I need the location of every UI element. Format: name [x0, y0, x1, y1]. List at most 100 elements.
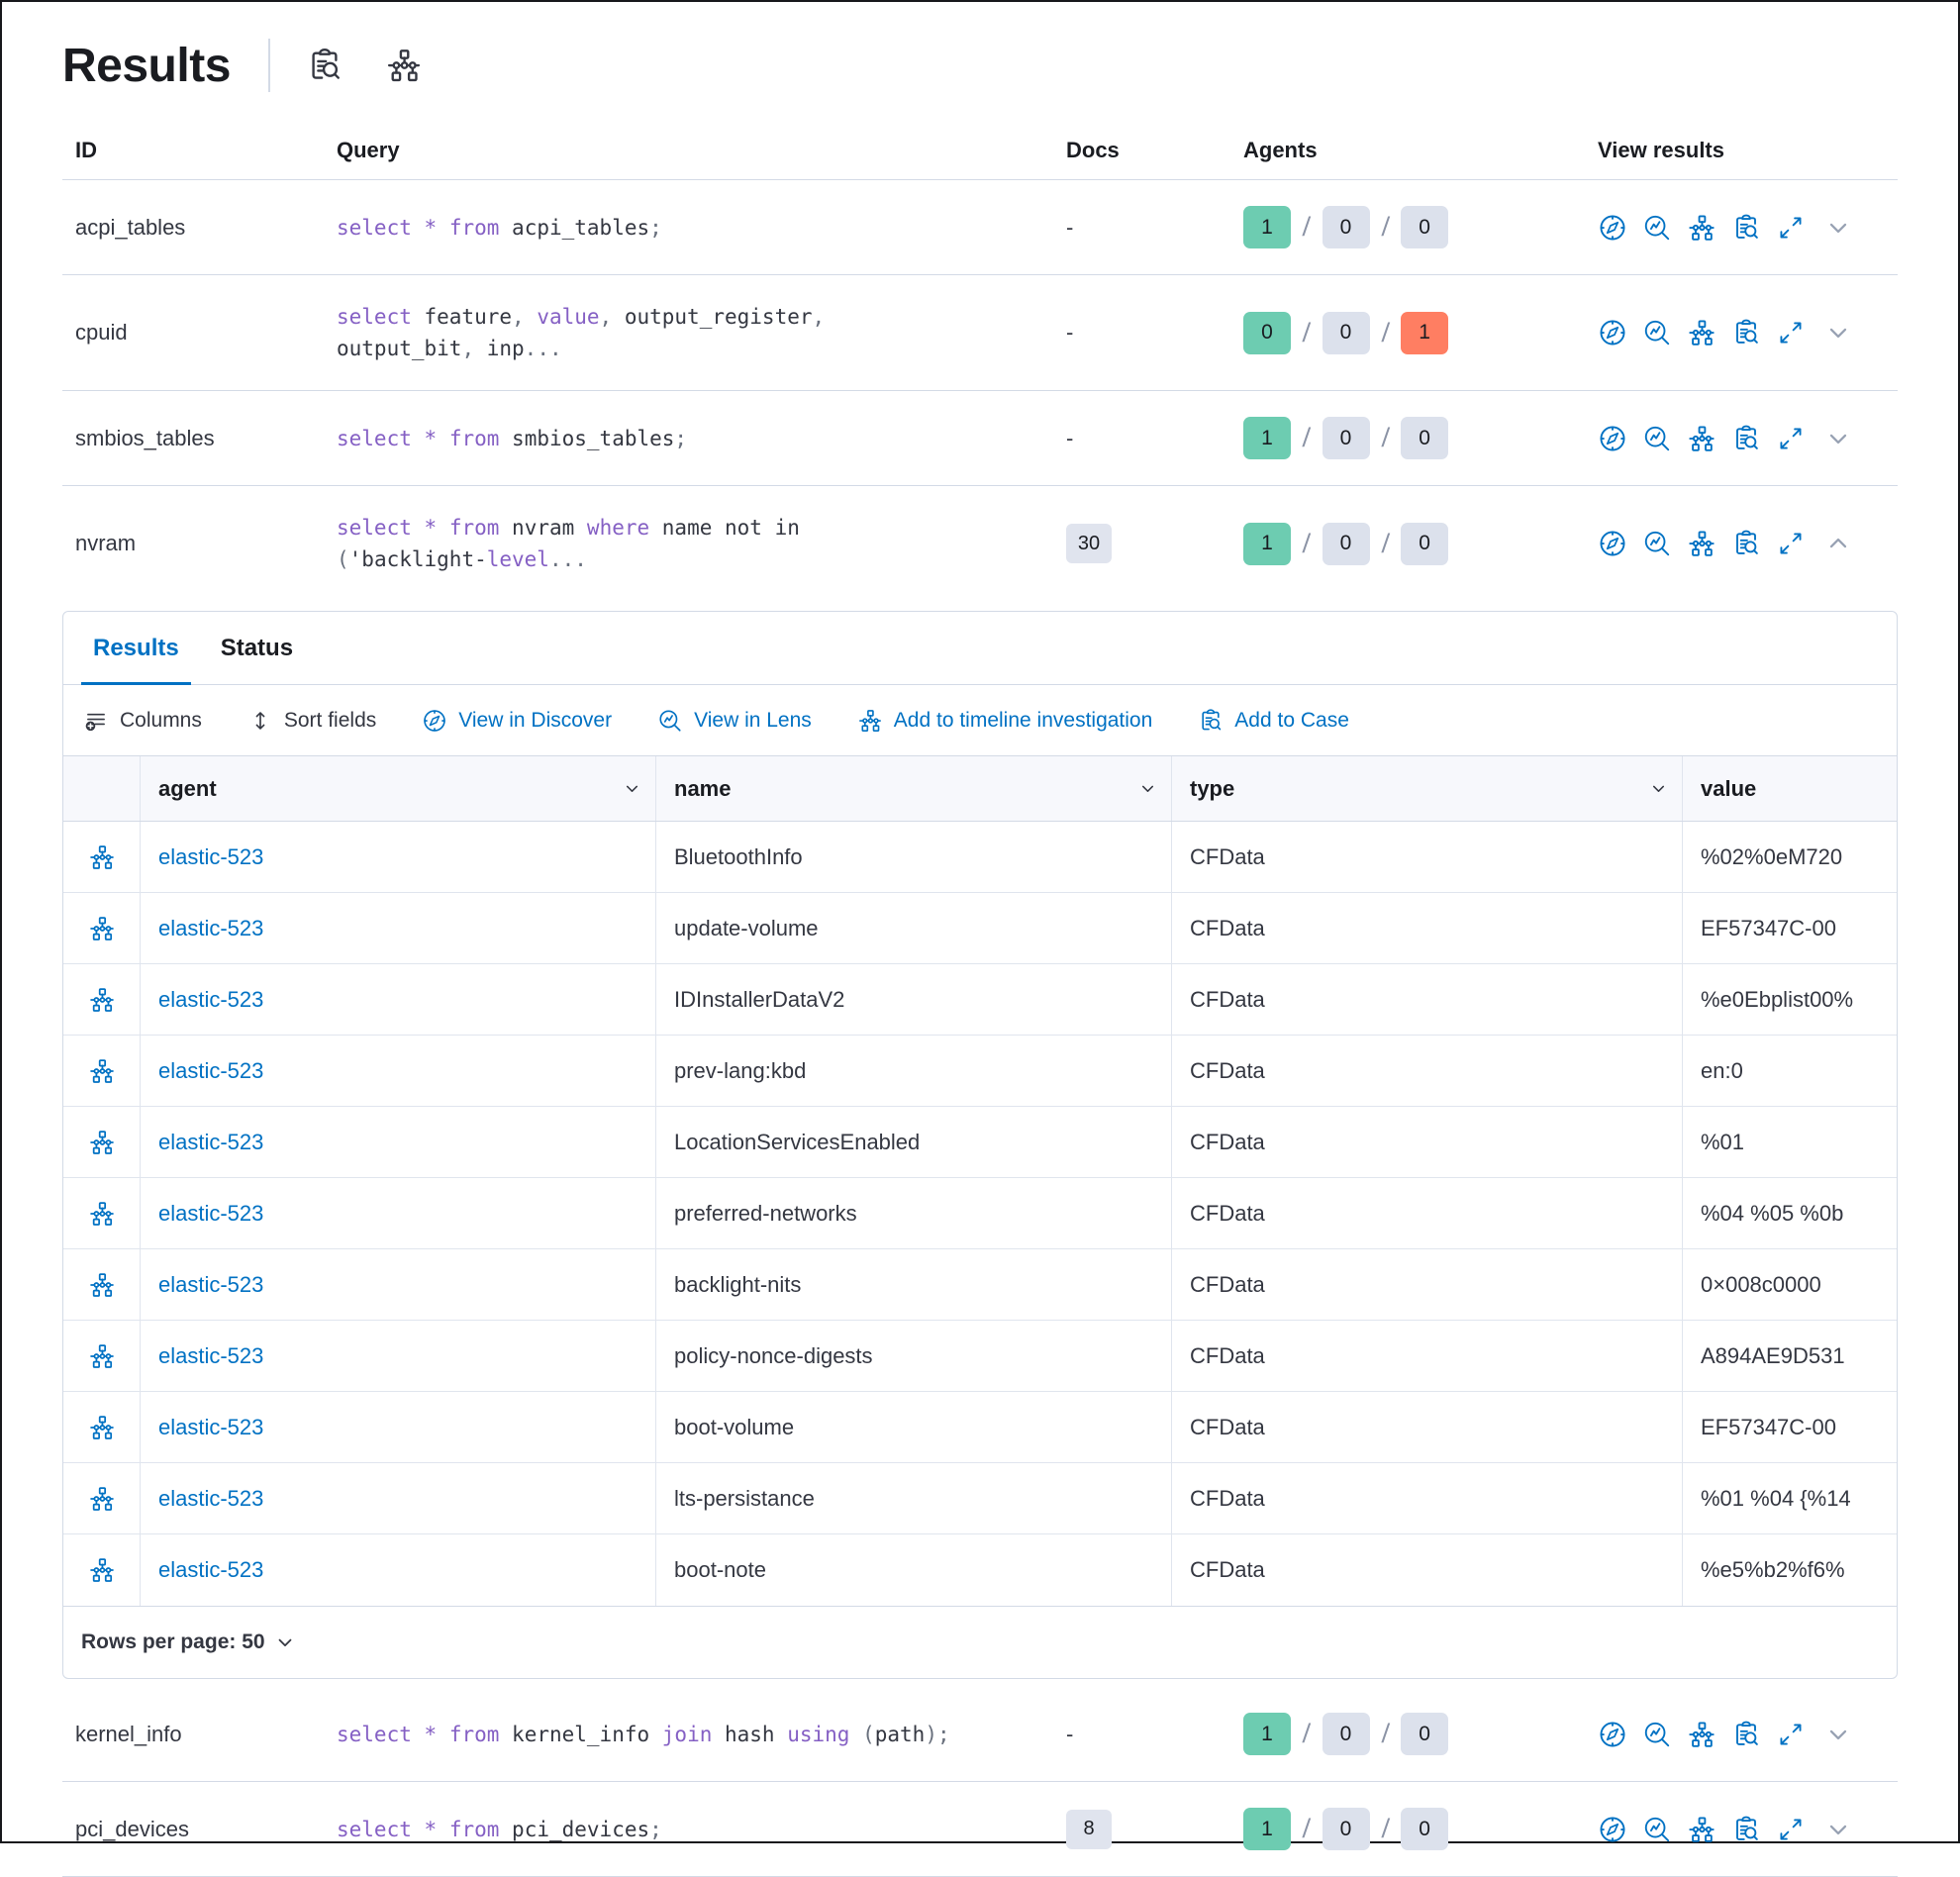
row-icon-cell [63, 1036, 141, 1106]
fullscreen-icon[interactable] [1776, 213, 1806, 243]
columns-button[interactable]: Columns [83, 708, 202, 734]
sql-segment: select [337, 1817, 412, 1841]
chevron-up-icon[interactable] [1824, 530, 1852, 557]
timeline-icon[interactable] [1687, 1815, 1716, 1844]
value-cell: %e0Ebplist00% [1701, 986, 1854, 1012]
lens-icon[interactable] [1642, 318, 1672, 347]
discover-icon[interactable] [1598, 318, 1627, 347]
discover-icon[interactable] [1598, 424, 1627, 453]
type-cell: CFData [1172, 1321, 1683, 1391]
agent-link[interactable]: elastic-523 [158, 1271, 264, 1297]
agent-cell: elastic-523 [141, 1036, 656, 1106]
fullscreen-icon[interactable] [1776, 424, 1806, 453]
query-sql: select * from kernel_info join hash usin… [337, 1719, 1042, 1750]
agent-link[interactable]: elastic-523 [158, 1057, 264, 1083]
case-icon[interactable] [1731, 424, 1761, 453]
agents-failed-badge: 0 [1401, 522, 1449, 565]
timeline-icon[interactable] [1687, 529, 1716, 558]
fullscreen-icon[interactable] [1776, 529, 1806, 558]
queries-rows-top: acpi_tables select * from acpi_tables; -1/… [62, 180, 1898, 601]
case-icon[interactable] [1731, 1720, 1761, 1749]
timeline-icon [88, 915, 116, 942]
row-icon-cell [63, 1463, 141, 1533]
discover-icon[interactable] [1598, 213, 1627, 243]
grid-column-header-name[interactable]: name [656, 756, 1172, 821]
agent-link[interactable]: elastic-523 [158, 1557, 264, 1582]
chevron-down-icon[interactable] [1138, 779, 1157, 798]
agents-cell: 1 / 0 / 0 [1243, 417, 1598, 459]
grid-column-header-agent[interactable]: agent [141, 756, 656, 821]
add-to-case-button[interactable]: Add to Case [1198, 708, 1349, 734]
grid-column-header-value[interactable]: value [1683, 756, 1897, 821]
timeline-icon[interactable] [1687, 213, 1716, 243]
column-header-agents: Agents [1243, 137, 1318, 162]
fullscreen-icon[interactable] [1776, 1815, 1806, 1844]
agent-link[interactable]: elastic-523 [158, 1129, 264, 1154]
agent-link[interactable]: elastic-523 [158, 1200, 264, 1226]
lens-icon[interactable] [1642, 424, 1672, 453]
fullscreen-icon[interactable] [1776, 1720, 1806, 1749]
sql-segment: select [337, 426, 412, 450]
timeline-icon[interactable] [1687, 318, 1716, 347]
tab-results[interactable]: Results [79, 612, 193, 685]
chevron-down-icon[interactable] [1649, 779, 1668, 798]
fullscreen-icon[interactable] [1776, 318, 1806, 347]
sql-segment [437, 516, 449, 540]
sql-segment: * [424, 426, 438, 450]
inspect-icon[interactable] [306, 47, 343, 84]
timeline-icon [88, 1485, 116, 1513]
discover-icon[interactable] [1598, 1720, 1627, 1749]
view-in-discover-button[interactable]: View in Discover [422, 708, 612, 734]
grid-column-header-type[interactable]: type [1172, 756, 1683, 821]
column-header-query: Query [337, 137, 400, 162]
agent-link[interactable]: elastic-523 [158, 986, 264, 1012]
timeline-icon[interactable] [1687, 424, 1716, 453]
column-header-docs: Docs [1066, 137, 1120, 162]
docs-count-badge: 8 [1066, 1809, 1112, 1849]
sql-segment: from [448, 215, 500, 240]
sql-segment: ) [925, 1722, 937, 1746]
discover-icon[interactable] [1598, 529, 1627, 558]
case-icon[interactable] [1731, 529, 1761, 558]
agent-link[interactable]: elastic-523 [158, 1485, 264, 1511]
case-icon[interactable] [1731, 1815, 1761, 1844]
chevron-down-icon[interactable] [1824, 1721, 1852, 1748]
case-icon[interactable] [1731, 213, 1761, 243]
docs-cell: - [1066, 426, 1243, 451]
discover-icon[interactable] [1598, 1815, 1627, 1844]
query-id: acpi_tables [75, 214, 186, 240]
agent-link[interactable]: elastic-523 [158, 1342, 264, 1368]
chevron-down-icon[interactable] [1824, 319, 1852, 346]
sort-fields-button[interactable]: Sort fields [247, 708, 376, 734]
agents-pending-badge: 0 [1322, 522, 1370, 565]
page-title: Results [62, 39, 231, 92]
lens-icon[interactable] [1642, 213, 1672, 243]
tab-status[interactable]: Status [207, 612, 307, 684]
lens-icon[interactable] [1642, 1815, 1672, 1844]
column-header-view-results: View results [1598, 137, 1724, 162]
agent-link[interactable]: elastic-523 [158, 915, 264, 940]
chevron-down-icon[interactable] [1824, 1816, 1852, 1843]
add-to-timeline-investigation-button[interactable]: Add to timeline investigation [857, 708, 1152, 734]
rows-per-page-button[interactable]: Rows per page: 50 [63, 1606, 1897, 1678]
chevron-down-icon[interactable] [1824, 214, 1852, 242]
query-cell: select * from pci_devices; [337, 1814, 1066, 1845]
type-cell: CFData [1172, 1249, 1683, 1320]
chevron-down-icon[interactable] [1824, 425, 1852, 452]
lens-icon[interactable] [1642, 529, 1672, 558]
docs-count-badge: 30 [1066, 524, 1112, 563]
chevron-down-icon[interactable] [623, 779, 641, 798]
case-icon[interactable] [1731, 318, 1761, 347]
lens-icon[interactable] [1642, 1720, 1672, 1749]
agent-cell: elastic-523 [141, 1392, 656, 1462]
timeline-icon[interactable] [385, 47, 423, 84]
view-in-lens-button[interactable]: View in Lens [657, 708, 812, 734]
agents-separator: / [1380, 1814, 1391, 1843]
timeline-icon[interactable] [1687, 1720, 1716, 1749]
query-row-kernel_info: kernel_info select * from kernel_info joi… [62, 1687, 1898, 1782]
value-cell: %02%0eM720 [1701, 843, 1843, 869]
agent-link[interactable]: elastic-523 [158, 1414, 264, 1439]
agents-failed-badge: 0 [1401, 206, 1449, 248]
docs-empty-dash: - [1066, 214, 1074, 240]
agent-link[interactable]: elastic-523 [158, 843, 264, 869]
